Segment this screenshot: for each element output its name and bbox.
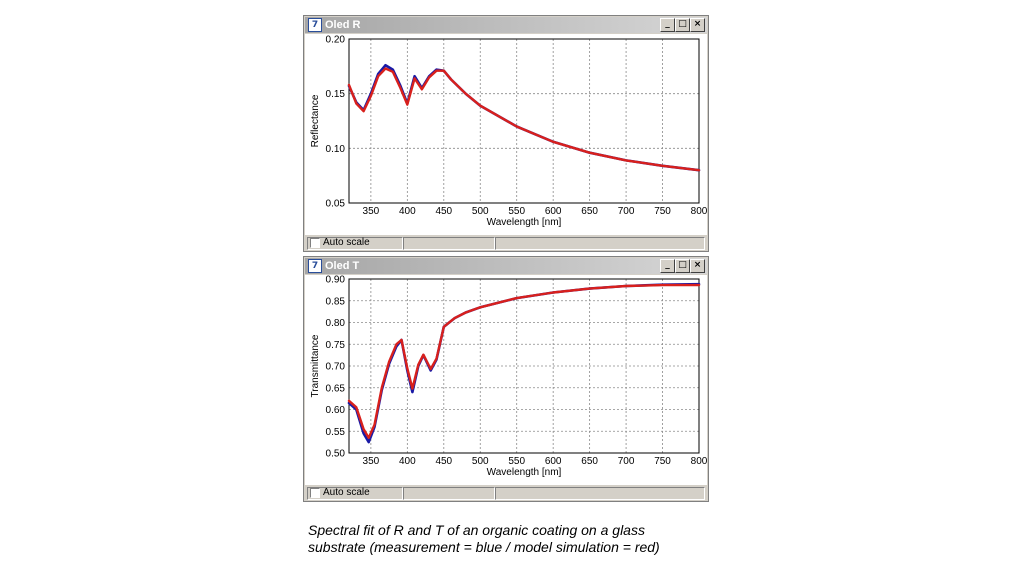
x-tick-label: 550 <box>508 206 525 217</box>
auto-scale-checkbox[interactable] <box>310 238 320 248</box>
x-tick-label: 750 <box>654 206 671 217</box>
x-tick-label: 650 <box>581 206 598 217</box>
x-tick-label: 350 <box>363 206 380 217</box>
plot-frame <box>348 278 700 454</box>
x-tick-label: 600 <box>545 206 562 217</box>
close-button[interactable]: × <box>690 259 705 273</box>
x-tick-label: 400 <box>399 206 416 217</box>
x-tick-label: 700 <box>618 206 635 217</box>
x-tick-label: 400 <box>399 456 416 467</box>
status-pane <box>495 237 705 250</box>
y-tick-label: 0.90 <box>326 275 346 286</box>
oled-t-window: 7 Oled T _ □ × 350 400 450 500 550 600 650 700 7… <box>303 256 709 502</box>
x-tick-label: 550 <box>508 456 525 467</box>
y-axis-label: Transmittance <box>310 334 321 397</box>
caption-line-1: Spectral fit of R and T of an organic co… <box>308 522 645 538</box>
oled-r-window: 7 Oled R _ □ × 350 400 450 500 550 600 650 700 7… <box>303 15 709 252</box>
measurement-series-line <box>347 282 701 444</box>
figure-caption: Spectral fit of R and T of an organic co… <box>308 522 728 556</box>
plot-frame <box>348 38 700 204</box>
x-tick-label: 800 <box>691 206 708 217</box>
measurement-series-line <box>347 63 701 172</box>
x-tick-label: 650 <box>581 456 598 467</box>
transmittance-plot-area[interactable]: 350 400 450 500 550 600 650 700 750 800 0.50 0.55 0.… <box>305 275 708 485</box>
maximize-button[interactable]: □ <box>675 259 690 273</box>
status-pane <box>403 237 495 250</box>
y-tick-label: 0.15 <box>326 89 346 100</box>
x-axis-label: Wavelength [nm] <box>487 217 562 228</box>
x-tick-label: 350 <box>363 456 380 467</box>
minimize-button[interactable]: _ <box>660 259 675 273</box>
y-tick-label: 0.70 <box>326 362 346 373</box>
close-button[interactable]: × <box>690 18 705 32</box>
minimize-button[interactable]: _ <box>660 18 675 32</box>
auto-scale-label[interactable]: Auto scale <box>323 237 370 248</box>
app-icon[interactable]: 7 <box>308 18 322 32</box>
auto-scale-label[interactable]: Auto scale <box>323 487 370 498</box>
transmittance-chart: 350 400 450 500 550 600 650 700 750 800 0.50 0.55 0.… <box>310 275 708 478</box>
x-tick-label: 750 <box>654 456 671 467</box>
maximize-button[interactable]: □ <box>675 18 690 32</box>
window-titlebar[interactable]: 7 Oled R _ □ × <box>305 17 707 33</box>
status-pane <box>307 487 403 500</box>
status-bar: Auto scale <box>305 486 707 500</box>
status-pane <box>307 237 403 250</box>
app-icon[interactable]: 7 <box>308 259 322 273</box>
model-series-line <box>347 283 701 440</box>
caption-line-2: substrate (measurement = blue / model si… <box>308 539 660 555</box>
y-tick-label: 0.75 <box>326 340 346 351</box>
y-tick-label: 0.20 <box>326 35 346 46</box>
status-pane <box>495 487 705 500</box>
y-tick-label: 0.85 <box>326 296 346 307</box>
y-tick-label: 0.80 <box>326 318 346 329</box>
y-tick-label: 0.05 <box>326 199 346 210</box>
status-pane <box>403 487 495 500</box>
x-axis-label: Wavelength [nm] <box>487 467 562 478</box>
x-tick-label: 500 <box>472 456 489 467</box>
x-tick-label: 500 <box>472 206 489 217</box>
reflectance-plot-area[interactable]: 350 400 450 500 550 600 650 700 750 800 0.05 0.10 0.… <box>305 34 708 235</box>
window-title: Oled R <box>325 19 361 31</box>
status-bar: Auto scale <box>305 236 707 250</box>
x-tick-label: 450 <box>435 456 452 467</box>
reflectance-chart: 350 400 450 500 550 600 650 700 750 800 0.05 0.10 0.… <box>310 35 708 229</box>
y-tick-label: 0.60 <box>326 405 346 416</box>
window-title: Oled T <box>325 260 360 272</box>
x-tick-label: 600 <box>545 456 562 467</box>
x-tick-label: 800 <box>691 456 708 467</box>
y-tick-label: 0.10 <box>326 144 346 155</box>
x-tick-label: 450 <box>435 206 452 217</box>
y-tick-label: 0.55 <box>326 427 346 438</box>
y-tick-label: 0.65 <box>326 383 346 394</box>
x-tick-label: 700 <box>618 456 635 467</box>
y-tick-label: 0.50 <box>326 449 346 460</box>
model-series-line <box>347 67 701 172</box>
window-titlebar[interactable]: 7 Oled T _ □ × <box>305 258 707 274</box>
auto-scale-checkbox[interactable] <box>310 488 320 498</box>
y-axis-label: Reflectance <box>310 94 321 147</box>
